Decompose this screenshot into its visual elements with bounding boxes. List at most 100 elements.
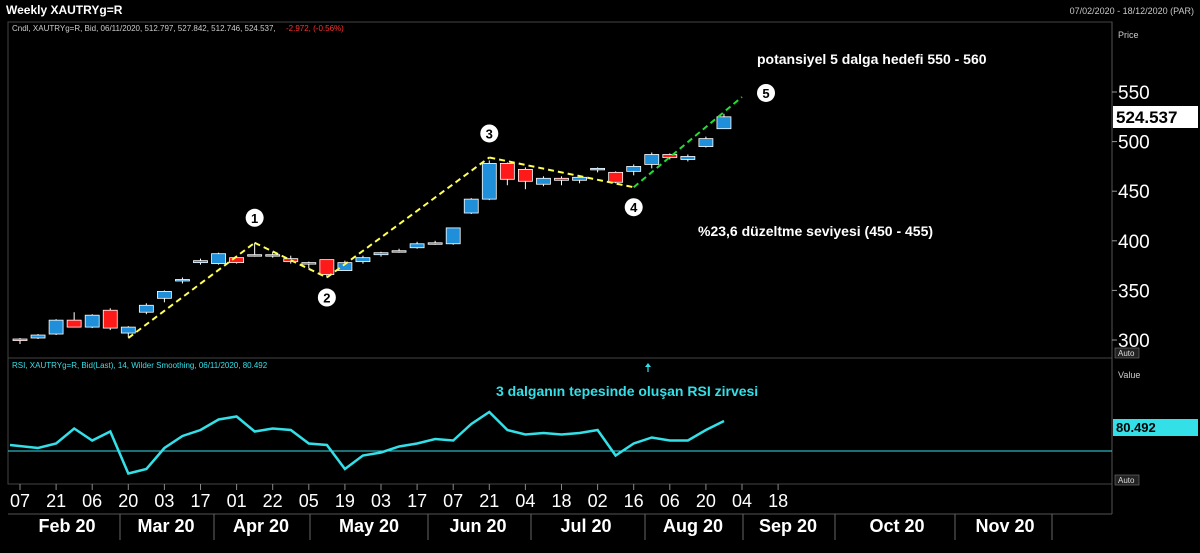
candle-body — [518, 168, 533, 182]
time-axis: 07 21 06 20 03 17 01 22 05 19 03 17 07 21 04 18 02 16 06 20… — [10, 484, 1053, 540]
wave-label-3: 3 — [486, 126, 493, 141]
candle-body — [391, 250, 407, 253]
candles — [12, 113, 732, 344]
price-auto-box[interactable] — [1114, 347, 1140, 359]
rsi-panel-frame — [7, 357, 1113, 485]
wave-label-circle — [245, 208, 264, 227]
wave-segment — [326, 156, 490, 279]
month-label: Nov 20 — [975, 516, 1034, 536]
price-axis-title: Price — [1118, 30, 1139, 40]
wave-label-circle — [317, 288, 336, 307]
candle-body — [427, 242, 443, 245]
wave-label-circle — [480, 124, 499, 143]
candle-body — [301, 262, 317, 265]
time-tick-label: 16 — [624, 491, 644, 511]
price-legend-change: -2.972, (-0.56%) — [286, 24, 344, 33]
wave-label-4: 4 — [630, 200, 638, 215]
candle-body — [572, 176, 587, 181]
candle-body — [102, 309, 118, 329]
candle-body — [373, 252, 389, 256]
time-tick-label: 06 — [82, 491, 102, 511]
last-rsi-value: 80.492 — [1116, 420, 1156, 435]
candle-body — [319, 259, 335, 275]
candle-body — [463, 198, 479, 214]
rsi-auto-label: Auto — [1118, 476, 1135, 485]
time-tick-label: 20 — [118, 491, 138, 511]
wave-label-circle — [624, 198, 643, 217]
wave-segment — [633, 96, 743, 189]
wave-segment — [127, 241, 256, 339]
price-auto-label: Auto — [1118, 349, 1135, 358]
time-tick-label: 20 — [696, 491, 716, 511]
candle-body — [265, 254, 281, 257]
price-tick-label: 550 — [1118, 83, 1150, 104]
month-label: Feb 20 — [38, 516, 95, 536]
price-tick-label: 500 — [1118, 133, 1150, 154]
time-tick-label: 19 — [335, 491, 355, 511]
time-tick-label: 03 — [371, 491, 391, 511]
candle-body — [84, 314, 100, 328]
month-label: May 20 — [339, 516, 399, 536]
candle-body — [554, 177, 569, 181]
time-tick-label: 03 — [154, 491, 174, 511]
correction-annotation: %23,6 düzeltme seviyesi (450 - 455) — [698, 223, 933, 239]
rsi-legend: RSI, XAUTRYg=R, Bid(Last), 14, Wilder Sm… — [12, 361, 268, 370]
wave-segment — [254, 241, 328, 279]
candle-body — [409, 243, 425, 249]
candle-body — [590, 167, 605, 171]
time-tick-label: 22 — [263, 491, 283, 511]
candle-body — [698, 138, 714, 147]
time-tick-label: 17 — [407, 491, 427, 511]
candle-body — [175, 279, 190, 282]
time-tick-label: 18 — [768, 491, 788, 511]
candle-body — [30, 334, 46, 339]
candle-body — [12, 338, 28, 341]
month-label: Jul 20 — [560, 516, 611, 536]
time-tick-label: 18 — [551, 491, 571, 511]
last-price-value: 524.537 — [1116, 108, 1177, 127]
wave-label-1: 1 — [251, 211, 258, 226]
month-label: Oct 20 — [869, 516, 924, 536]
target-annotation: potansiyel 5 dalga hedefi 550 - 560 — [757, 51, 987, 67]
candle-body — [644, 154, 660, 165]
candle-body — [481, 163, 497, 200]
time-tick-label: 01 — [227, 491, 247, 511]
price-tick-label: 450 — [1118, 182, 1150, 203]
wave-label-circle — [757, 83, 775, 102]
last-price-badge — [1113, 106, 1198, 128]
candle-body — [211, 253, 226, 265]
candle-body — [536, 177, 551, 185]
time-tick-label: 21 — [479, 491, 499, 511]
time-tick-label: 04 — [515, 491, 535, 511]
wave-lines: 1 2 3 4 5 — [127, 83, 775, 339]
title-bar: Weekly XAUTRYg=R 07/02/2020 - 18/12/2020… — [0, 0, 1200, 20]
candle-body — [608, 171, 624, 183]
candle-body — [156, 290, 172, 299]
price-legend: Cndl, XAUTRYg=R, Bid, 06/11/2020, 512.79… — [12, 24, 276, 33]
time-tick-label: 06 — [660, 491, 680, 511]
rsi-axis-title: Value — [1118, 370, 1140, 380]
chart-title: Weekly XAUTRYg=R — [6, 3, 123, 17]
wave-segment — [489, 156, 634, 189]
rsi-line — [9, 410, 725, 475]
candle-body — [337, 262, 353, 271]
month-label: Mar 20 — [137, 516, 194, 536]
rsi-series — [8, 410, 1112, 475]
wave-label-5: 5 — [762, 86, 769, 101]
candle-body — [66, 319, 82, 328]
time-tick-label: 04 — [732, 491, 752, 511]
candle-body — [229, 257, 245, 264]
rsi-peak-annotation: 3 dalganın tepesinde oluşan RSI zirvesi — [496, 383, 758, 399]
rsi-auto-box[interactable] — [1114, 474, 1140, 486]
candle-body — [626, 165, 642, 172]
month-label: Apr 20 — [233, 516, 289, 536]
last-rsi-badge — [1113, 419, 1198, 436]
candle-body — [445, 227, 461, 245]
price-axis: 300 350 400 450 500 550 — [1112, 83, 1150, 352]
candle-body — [662, 154, 678, 158]
time-tick-label: 17 — [190, 491, 210, 511]
price-tick-label: 400 — [1118, 232, 1150, 253]
wave-label-2: 2 — [323, 291, 330, 306]
price-tick-label: 350 — [1118, 281, 1150, 302]
month-label: Sep 20 — [759, 516, 817, 536]
